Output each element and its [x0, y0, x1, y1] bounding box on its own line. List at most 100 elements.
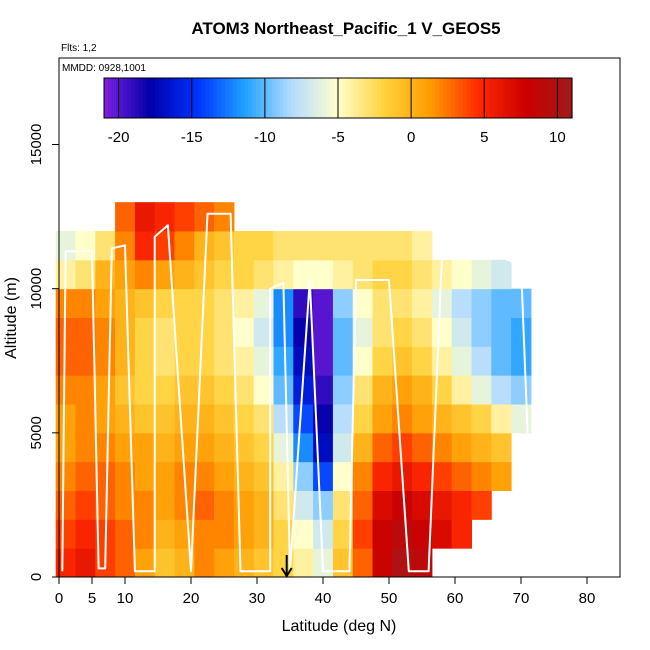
flight-track	[61, 212, 529, 573]
heatmap-cell	[392, 490, 413, 520]
colorbar-segment	[365, 78, 370, 118]
heatmap-cell	[313, 404, 334, 434]
marker-arrowhead	[280, 567, 293, 578]
colorbar-segment	[494, 78, 499, 118]
heatmap-cell	[352, 288, 373, 318]
heatmap-cell	[115, 519, 136, 549]
heatmap-cell	[431, 288, 453, 318]
heatmap-cell	[471, 404, 492, 434]
heatmap-cell	[511, 346, 532, 376]
heatmap-cell	[412, 461, 433, 491]
colorbar-segment	[388, 78, 394, 118]
colorbar-segment	[404, 78, 409, 118]
heatmap-cell	[95, 346, 116, 376]
colorbar-segment	[299, 78, 304, 118]
heatmap-cell	[214, 404, 235, 434]
heatmap-cell	[293, 432, 314, 463]
heatmap-cell	[134, 432, 156, 463]
heatmap-cell	[372, 490, 393, 520]
colorbar-segment	[318, 78, 323, 118]
colorbar-segment	[170, 78, 175, 118]
colorbar-segment	[353, 78, 359, 118]
heatmap-cell	[75, 461, 96, 491]
heatmap-cell	[253, 346, 274, 376]
colorbar-segment	[146, 78, 152, 118]
colorbar-segment	[435, 78, 440, 118]
colorbar-segment	[513, 78, 518, 118]
heatmap-cell	[253, 231, 274, 261]
colorbar-segment	[201, 78, 206, 118]
heatmap-cell	[412, 346, 433, 376]
x-tick-label: 40	[315, 590, 332, 607]
colorbar-segment	[361, 78, 366, 118]
heatmap-cell	[412, 259, 433, 290]
heatmap-cell	[372, 231, 393, 261]
colorbar-segment	[458, 78, 464, 118]
heatmap-cell	[134, 404, 156, 434]
heatmap-cell	[194, 288, 215, 318]
colorbar-segment	[178, 78, 183, 118]
colorbar-segment	[217, 78, 222, 118]
heatmap-cell	[174, 317, 195, 347]
heatmap-cell	[214, 375, 235, 405]
colorbar-segment	[228, 78, 234, 118]
heatmap-cell	[233, 404, 255, 434]
colorbar-segment	[380, 78, 386, 118]
colorbar-segment	[392, 78, 398, 118]
heatmap-cell	[431, 404, 453, 434]
heatmap-cell	[115, 404, 136, 434]
heatmap-cell	[313, 231, 334, 261]
colorbar-segment	[302, 78, 308, 118]
heatmap-cell	[95, 259, 116, 290]
heatmap-cell	[273, 346, 294, 376]
heatmap-cell	[253, 259, 274, 290]
heatmap-cell	[352, 317, 373, 347]
heatmap-cell	[451, 375, 472, 405]
heatmap-cell	[491, 346, 512, 376]
heatmap-cell	[75, 519, 96, 549]
colorbar-segment	[221, 78, 226, 118]
heatmap-cell	[372, 288, 393, 318]
heatmap-cell	[273, 490, 294, 520]
heatmap-cell	[75, 346, 96, 376]
heatmap-cell	[174, 490, 195, 520]
heatmap-cell	[293, 231, 314, 261]
colorbar-segment	[474, 78, 479, 118]
colorbar-segment	[568, 78, 573, 118]
heatmap-cell	[431, 346, 453, 376]
colorbar-segment	[115, 78, 121, 118]
colorbar-segment	[408, 78, 413, 118]
heatmap-cell	[471, 346, 492, 376]
heatmap-cell	[214, 288, 235, 318]
colorbar-segment	[357, 78, 362, 118]
colorbar-segment	[533, 78, 538, 118]
heatmap-cell	[95, 404, 116, 434]
heatmap-cell	[233, 375, 255, 405]
colorbar-segment	[544, 78, 550, 118]
y-tick-label: 10000	[28, 268, 45, 310]
heatmap-cell	[55, 432, 76, 463]
heatmap-cell	[392, 432, 413, 463]
heatmap-cell	[412, 519, 433, 549]
colorbar-segment	[470, 78, 476, 118]
heatmap-cell	[372, 461, 393, 491]
heatmap-cell	[214, 259, 235, 290]
heatmap-cell	[134, 346, 156, 376]
heatmap-cell	[233, 519, 255, 549]
heatmap-cell	[194, 231, 215, 261]
heatmap-cell	[55, 519, 76, 549]
heatmap-cell	[372, 432, 393, 463]
heatmap-cell	[372, 548, 393, 578]
heatmap-cell	[332, 375, 354, 405]
heatmap-cell	[134, 202, 156, 232]
colorbar-segment	[104, 78, 109, 118]
colorbar-segment	[419, 78, 425, 118]
colorbar-tick-label: 10	[549, 129, 566, 146]
x-tick-label: 30	[249, 590, 266, 607]
colorbar-segment	[505, 78, 511, 118]
colorbar-segment	[185, 78, 191, 118]
heatmap-cell	[313, 288, 334, 318]
colorbar-segment	[478, 78, 483, 118]
colorbar-segment	[497, 78, 503, 118]
colorbar-segment	[158, 78, 164, 118]
